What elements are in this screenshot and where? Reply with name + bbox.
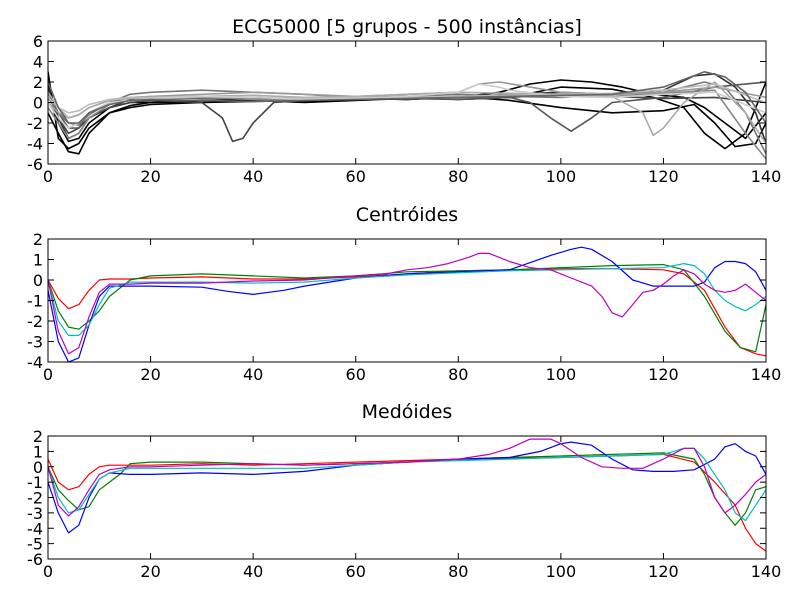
x-tick-label: 120	[648, 167, 679, 186]
y-tick-label: -3	[27, 333, 43, 352]
x-tick-label: 140	[751, 365, 782, 384]
y-tick-label: 2	[33, 427, 43, 446]
series-line-4	[48, 93, 766, 143]
y-tick-label: -2	[27, 114, 43, 133]
x-tick-label: 100	[546, 167, 577, 186]
y-tick-label: -4	[27, 135, 43, 154]
panel-ecg5000: ECG5000 [5 grupos - 500 instâncias] 0 20 4…	[27, 16, 781, 186]
y-tick-label: 1	[33, 442, 43, 461]
x-tick-label: 140	[751, 562, 782, 581]
series-line-5	[48, 81, 766, 132]
x-tick-label: 60	[346, 167, 366, 186]
y-tick-label: 0	[33, 458, 43, 477]
y-tick-label: -4	[27, 519, 43, 538]
x-tick-label: 120	[648, 562, 679, 581]
series-line-3	[48, 263, 766, 336]
series-line-0	[48, 453, 766, 552]
series-group	[48, 71, 766, 160]
series-line-0	[48, 268, 766, 357]
y-tick-label: 1	[33, 251, 43, 270]
x-tick-label: 20	[140, 167, 160, 186]
x-tick-label: 120	[648, 365, 679, 384]
series-line-2	[48, 441, 766, 534]
y-tick-label: -1	[27, 473, 43, 492]
series-group	[48, 438, 766, 552]
x-tick-label: 0	[43, 562, 53, 581]
x-tick-label: 40	[243, 167, 263, 186]
series-group	[48, 246, 766, 362]
y-tick-label: -5	[27, 535, 43, 554]
y-tick-label: -2	[27, 489, 43, 508]
panel-title: ECG5000 [5 grupos - 500 instâncias]	[232, 16, 582, 38]
y-tick-label: 0	[33, 94, 43, 113]
x-tick-label: 80	[448, 365, 468, 384]
series-line-9	[48, 81, 766, 144]
x-tick-label: 140	[751, 167, 782, 186]
series-line-4	[48, 438, 766, 517]
y-tick-label: -6	[27, 155, 43, 174]
y-tick-label: 4	[33, 53, 43, 72]
x-tick-label: 0	[43, 365, 53, 384]
y-tick-label: -1	[27, 292, 43, 311]
plot-frame	[47, 238, 767, 363]
y-tick-label: 6	[33, 32, 43, 51]
y-tick-label: -4	[27, 353, 43, 372]
y-tick-label: 2	[33, 73, 43, 92]
x-tick-label: 0	[43, 167, 53, 186]
x-tick-label: 20	[140, 365, 160, 384]
x-tick-label: 20	[140, 562, 160, 581]
series-line-1	[48, 452, 766, 526]
y-tick-label: -2	[27, 312, 43, 331]
series-line-4	[48, 252, 766, 355]
x-tick-label: 80	[448, 167, 468, 186]
panel-medoides: Medóides 0 20 40 60 80 100 120 140-6-5-4-3-2-10…	[27, 401, 781, 581]
y-tick-label: 2	[33, 230, 43, 249]
y-tick-label: -6	[27, 550, 43, 569]
panel-title: Medóides	[362, 401, 453, 423]
x-tick-label: 40	[243, 562, 263, 581]
series-line-3	[48, 73, 766, 144]
x-tick-label: 100	[546, 562, 577, 581]
y-tick-label: 0	[33, 271, 43, 290]
panel-title: Centróides	[356, 204, 458, 226]
x-tick-label: 40	[243, 365, 263, 384]
x-tick-label: 60	[346, 365, 366, 384]
series-line-2	[48, 246, 766, 362]
x-tick-label: 80	[448, 562, 468, 581]
x-tick-label: 60	[346, 562, 366, 581]
series-line-3	[48, 447, 766, 522]
y-tick-label: -3	[27, 504, 43, 523]
series-line-12	[48, 71, 766, 124]
x-tick-label: 100	[546, 365, 577, 384]
